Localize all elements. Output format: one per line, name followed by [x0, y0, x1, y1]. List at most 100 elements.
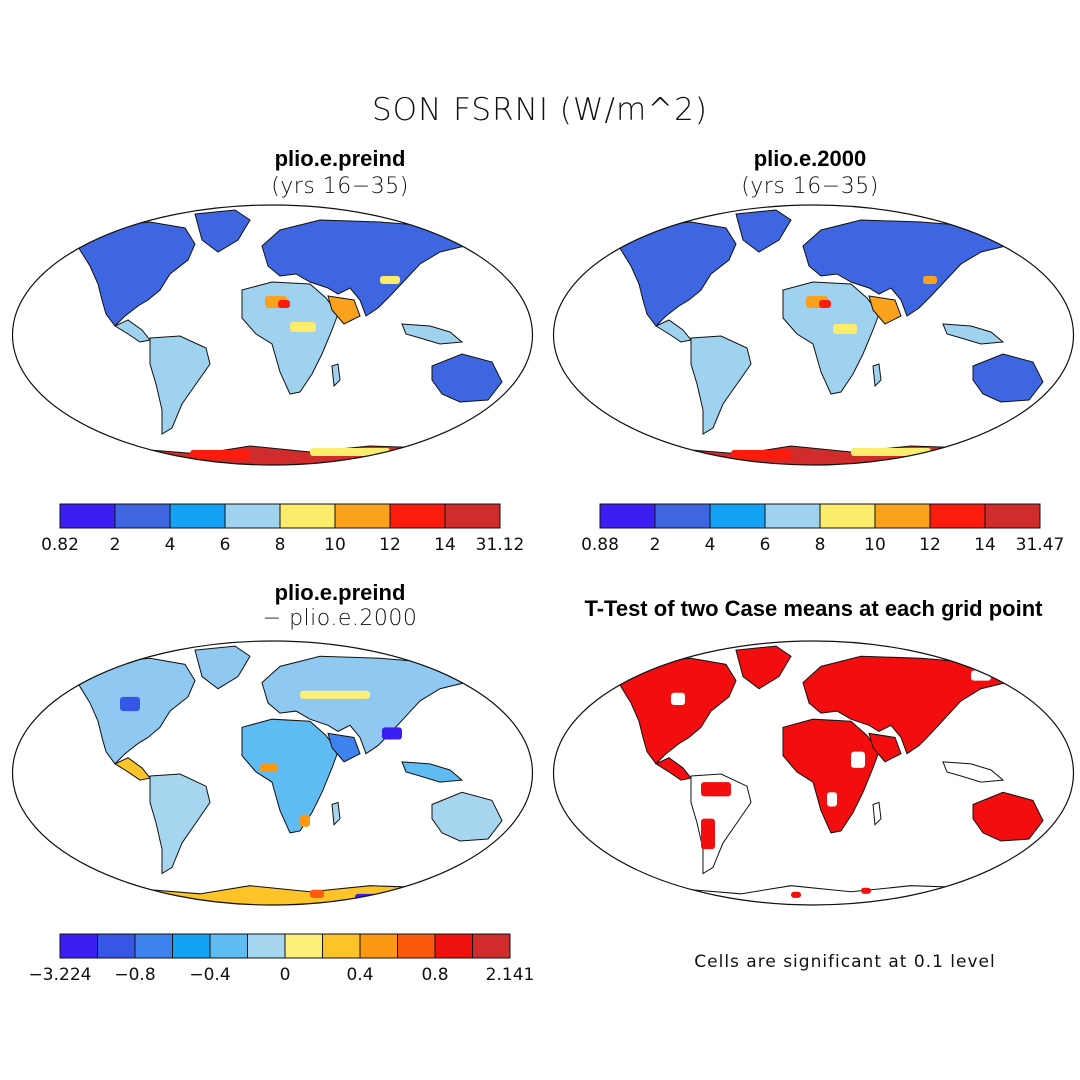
- panel-diff-subtitle: − plio.e.2000: [262, 606, 418, 631]
- field-patch: [310, 889, 324, 898]
- field-patch: [827, 792, 837, 807]
- field-patch: [923, 276, 937, 284]
- land-eurasia: [261, 219, 471, 317]
- figure-title: SON FSRNI (W/m^2): [372, 92, 708, 128]
- map-ttest: [552, 640, 1075, 906]
- field-patch: [851, 448, 931, 456]
- colorbar-swatch: [654, 503, 711, 529]
- land-se-asia-islands: [401, 323, 464, 345]
- colorbar-swatch: [389, 503, 446, 529]
- land-australia: [431, 791, 503, 842]
- field-patch: [701, 782, 731, 797]
- land-north-america: [612, 221, 737, 327]
- colorbar-tick-label: −3.224: [29, 965, 92, 985]
- map-border: [11, 204, 534, 466]
- colorbar-tick-label: 2: [650, 535, 661, 555]
- colorbar-tick-label: 4: [705, 535, 716, 555]
- map-preind: [11, 204, 534, 466]
- field-patch: [671, 692, 685, 705]
- colorbar-tick-label: −0.8: [114, 965, 155, 985]
- colorbar-swatch: [279, 503, 336, 529]
- colorbar-swatch: [59, 503, 116, 529]
- colorbar-swatch: [874, 503, 931, 529]
- colorbar-tick-label: 8: [275, 535, 286, 555]
- colorbar-tick-label: 0.88: [581, 535, 619, 555]
- colorbar-tick-label: 12: [919, 535, 941, 555]
- land-se-asia-islands: [401, 761, 464, 783]
- land-greenland: [194, 645, 251, 690]
- field-patch: [260, 763, 278, 772]
- field-patch: [382, 727, 402, 740]
- land-africa: [241, 718, 339, 834]
- colorbar-swatch: [97, 933, 136, 959]
- colorbar-swatch: [709, 503, 766, 529]
- land-arabia: [327, 295, 361, 325]
- colorbar-swatch: [114, 503, 171, 529]
- field-patch: [833, 324, 857, 334]
- colorbar-swatch: [209, 933, 248, 959]
- land-eurasia: [261, 655, 471, 755]
- colorbar-swatch: [444, 503, 501, 529]
- land-arabia: [327, 732, 361, 763]
- land-eurasia: [802, 219, 1012, 317]
- colorbar-tick-label: 8: [815, 535, 826, 555]
- colorbar-swatch: [334, 503, 391, 529]
- colorbar-swatch: [322, 933, 361, 959]
- field-patch: [791, 891, 801, 898]
- colorbar-swatch: [472, 933, 511, 959]
- field-patch: [380, 276, 400, 284]
- land-se-asia-islands: [942, 761, 1005, 783]
- field-patch: [731, 450, 791, 460]
- field-patch: [120, 696, 140, 712]
- colorbar-tick-label: 10: [324, 535, 346, 555]
- field-patch: [851, 751, 865, 768]
- field-patch: [701, 818, 715, 850]
- colorbar-swatch: [599, 503, 656, 529]
- land-africa: [782, 718, 880, 834]
- panel-2000-title: plio.e.2000: [753, 146, 867, 171]
- field-patch: [300, 690, 370, 699]
- land-australia: [972, 791, 1044, 842]
- colorbar-swatch: [224, 503, 281, 529]
- colorbar-tick-label: 6: [760, 535, 771, 555]
- colorbar-tick-label: 2.141: [486, 965, 535, 985]
- map-border: [552, 204, 1075, 466]
- land-madagascar: [872, 363, 882, 388]
- field-patch: [819, 300, 831, 308]
- colorbar-tick-label: 12: [379, 535, 401, 555]
- land-south-america: [149, 773, 211, 875]
- field-patch: [861, 887, 871, 894]
- colorbar-swatch: [819, 503, 876, 529]
- land-greenland: [735, 209, 792, 253]
- map-2000: [552, 204, 1075, 466]
- colorbar-tick-label: 2: [110, 535, 121, 555]
- colorbar-swatch: [434, 933, 473, 959]
- land-eurasia: [802, 655, 1012, 755]
- colorbar-tick-label: 0: [280, 965, 291, 985]
- colorbar-tick-label: 0.82: [41, 535, 79, 555]
- land-south-america: [149, 335, 211, 435]
- colorbar-tick-label: 4: [165, 535, 176, 555]
- land-madagascar: [331, 363, 341, 388]
- colorbar-tick-label: 31.47: [1016, 535, 1065, 555]
- panel-preind-title: plio.e.preind: [274, 146, 406, 171]
- land-se-asia-islands: [942, 323, 1005, 345]
- colorbar-tick-label: 31.12: [476, 535, 525, 555]
- colorbar-swatch: [929, 503, 986, 529]
- colorbar-diff: −3.224 −0.8 −0.4 0 0.4 0.8 2.141: [29, 933, 534, 985]
- panel-diff-title: plio.e.preind: [274, 580, 406, 605]
- colorbar-tick-label: 10: [864, 535, 886, 555]
- colorbar-swatch: [397, 933, 436, 959]
- land-north-america: [71, 657, 196, 765]
- colorbar-2000: 0.88 2 4 6 8 10 12 14 31.47: [581, 503, 1064, 555]
- colorbar-swatch: [172, 933, 211, 959]
- field-patch: [278, 300, 290, 308]
- land-madagascar: [872, 801, 882, 826]
- land-south-america: [690, 335, 752, 435]
- colorbar-tick-label: 14: [974, 535, 996, 555]
- land-north-america: [612, 657, 737, 765]
- significance-note: Cells are significant at 0.1 level: [694, 952, 996, 972]
- land-madagascar: [331, 801, 341, 826]
- land-arabia: [868, 295, 902, 325]
- colorbar-swatch: [247, 933, 286, 959]
